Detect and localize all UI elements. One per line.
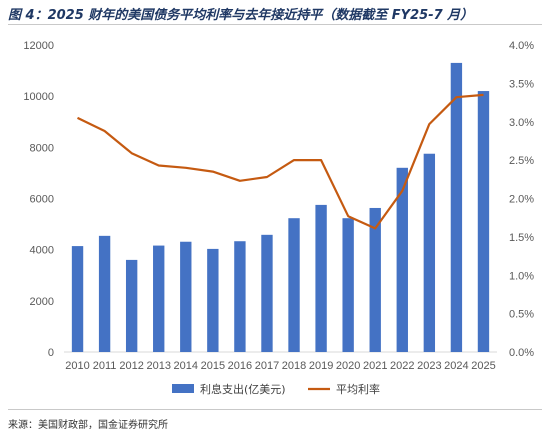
y-right-tick-label: 1.0% <box>509 270 534 282</box>
legend-label-bar: 利息支出(亿美元) <box>200 382 286 396</box>
x-tick-label: 2025 <box>471 360 495 372</box>
y-right-tick-label: 4.0% <box>509 40 534 52</box>
y-right-tick-label: 1.5% <box>509 232 534 244</box>
y-left-tick-label: 10000 <box>23 91 54 103</box>
x-tick-label: 2014 <box>174 360 198 372</box>
legend-label-line: 平均利率 <box>336 382 380 396</box>
bar-2012 <box>125 259 138 352</box>
bar-2017 <box>261 234 273 352</box>
x-tick-label: 2019 <box>309 360 333 372</box>
line-series-avg-rate <box>77 93 484 230</box>
x-tick-label: 2010 <box>65 360 89 372</box>
bar-2014 <box>180 241 192 352</box>
x-tick-label: 2020 <box>336 360 360 372</box>
y-right-tick-label: 3.0% <box>509 117 534 129</box>
y-right-tick-label: 2.5% <box>509 155 534 167</box>
y-left-tick-label: 0 <box>48 347 54 359</box>
x-tick-label: 2011 <box>93 360 117 372</box>
bar-2019 <box>315 204 327 352</box>
bar-2011 <box>98 235 111 352</box>
x-tick-label: 2018 <box>282 360 306 372</box>
figure-title: 图 4：2025 财年的美国债务平均利率与去年接近持平（数据截至 FY25-7 … <box>8 8 474 23</box>
title-divider <box>8 24 542 25</box>
bar-2010 <box>71 246 84 352</box>
footer-divider <box>8 409 542 410</box>
y-right-tick-label: 0.5% <box>509 309 534 321</box>
x-tick-label: 2012 <box>119 360 143 372</box>
y-right-tick-label: 2.0% <box>509 194 534 206</box>
y-left-tick-label: 4000 <box>30 245 54 257</box>
x-tick-label: 2021 <box>363 360 387 372</box>
bar-2024 <box>450 62 463 353</box>
y-left-tick-label: 2000 <box>30 296 54 308</box>
x-tick-label: 2024 <box>444 360 468 372</box>
bar-2016 <box>234 241 246 352</box>
bar-2025 <box>477 91 490 353</box>
bar-2018 <box>288 218 300 352</box>
y-left-tick-label: 12000 <box>23 40 54 52</box>
x-tick-label: 2016 <box>228 360 252 372</box>
x-tick-label: 2022 <box>390 360 414 372</box>
bar-2013 <box>153 245 165 352</box>
y-left-tick-label: 6000 <box>30 194 54 206</box>
x-tick-label: 2015 <box>201 360 225 372</box>
x-tick-label: 2017 <box>255 360 279 372</box>
bar-2015 <box>207 248 219 352</box>
bar-2021 <box>369 207 381 352</box>
y-right-tick-label: 0.0% <box>509 347 534 359</box>
bar-2020 <box>342 218 354 352</box>
bar-2023 <box>423 153 436 352</box>
legend-swatch-bar <box>172 384 194 393</box>
y-right-tick-label: 3.5% <box>509 78 534 90</box>
x-tick-label: 2013 <box>146 360 170 372</box>
bar-2022 <box>396 167 408 352</box>
x-tick-label: 2023 <box>417 360 441 372</box>
source-note: 来源：美国财政部，国金证券研究所 <box>8 420 168 431</box>
y-left-tick-label: 8000 <box>30 142 54 154</box>
